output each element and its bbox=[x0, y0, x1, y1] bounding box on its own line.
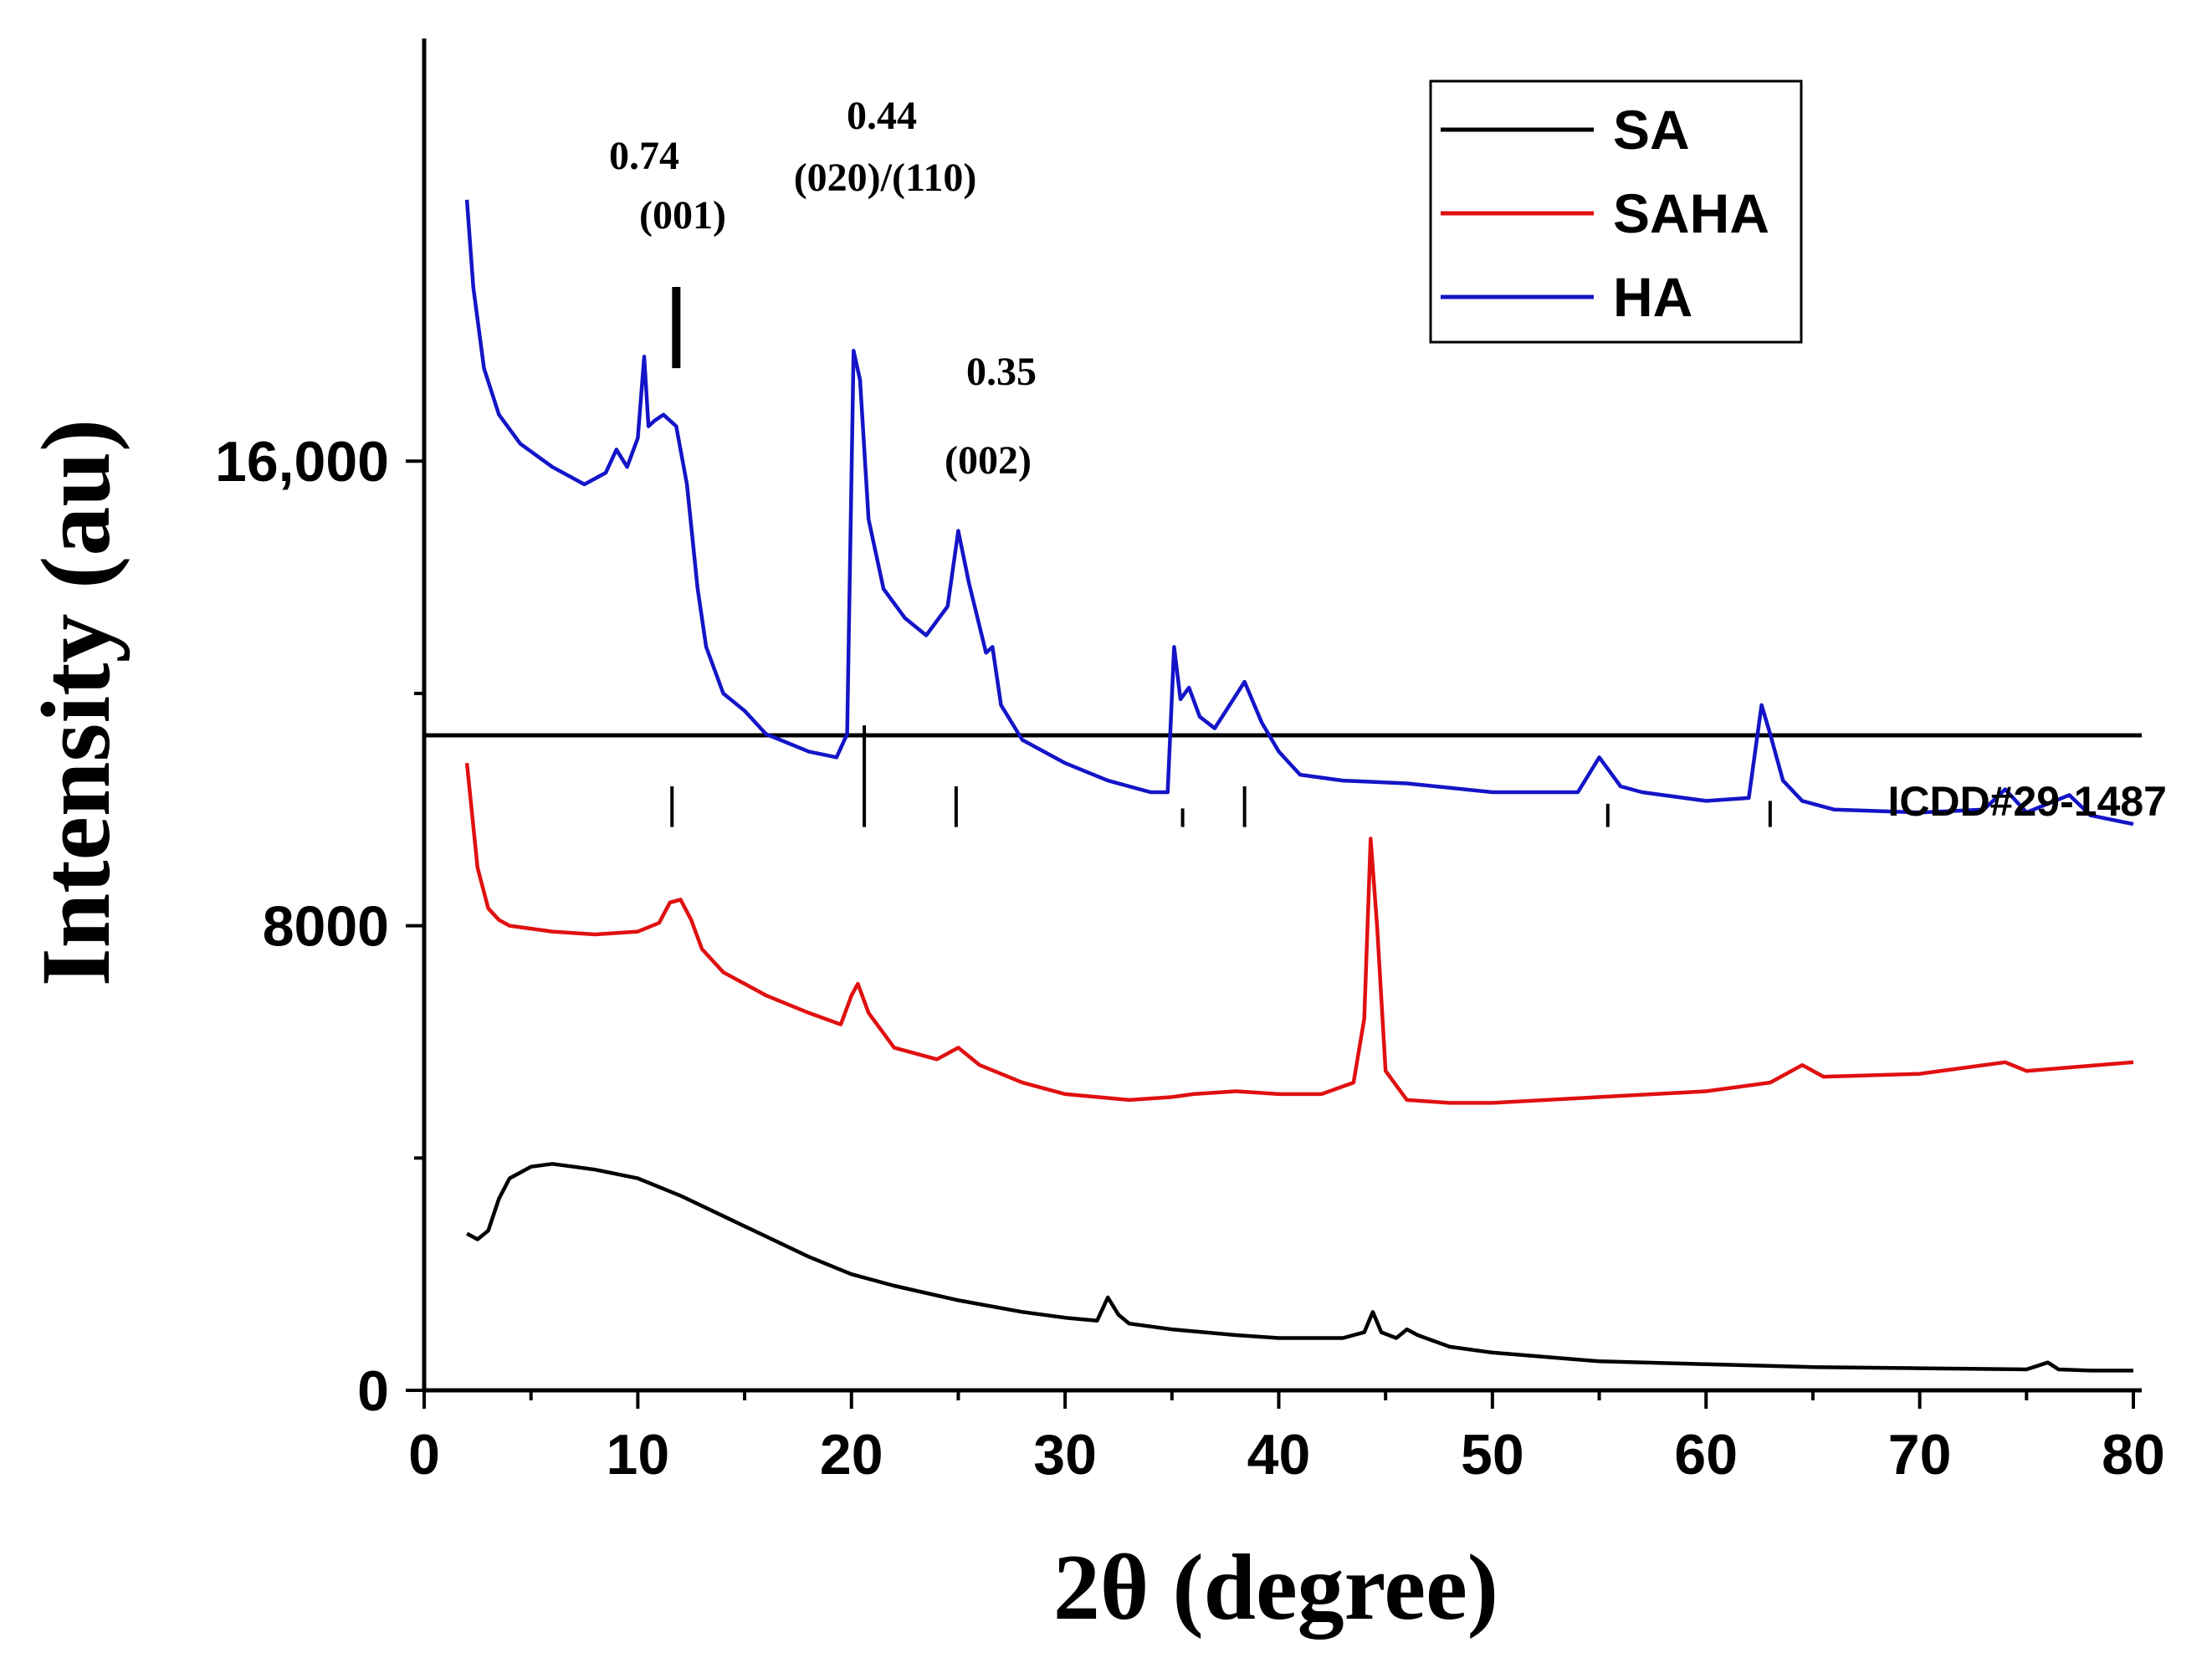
series-ha bbox=[464, 199, 2134, 826]
y-ticks: 0 8000 16,000 bbox=[215, 430, 424, 1423]
legend-label-ha: HA bbox=[1613, 266, 1692, 328]
reference-label: ICDD#29-1487 bbox=[1887, 778, 2167, 825]
series-sa bbox=[466, 1162, 2133, 1373]
y-axis-title: Intensity (au) bbox=[21, 419, 131, 987]
legend: SA SAHA HA bbox=[1429, 79, 1803, 344]
y-tick-label-0: 0 bbox=[357, 1359, 389, 1423]
annotation-d-spacing-1: 0.74 bbox=[609, 134, 679, 178]
legend-label-sa: SA bbox=[1613, 99, 1690, 161]
x-tick-label-0: 0 bbox=[408, 1423, 440, 1487]
x-tick-label-10: 10 bbox=[607, 1423, 670, 1487]
x-tick-label-20: 20 bbox=[820, 1423, 883, 1487]
x-axis-title: 2θ (degree) bbox=[1053, 1536, 1498, 1640]
legend-label-saha: SAHA bbox=[1613, 182, 1769, 244]
reference-lines bbox=[670, 725, 1772, 827]
series-group bbox=[464, 199, 2134, 1373]
series-saha bbox=[464, 762, 2134, 1105]
annotation-miller-3: (002) bbox=[945, 438, 1032, 483]
x-tick-label-60: 60 bbox=[1674, 1423, 1738, 1487]
y-tick-label-8000: 8000 bbox=[263, 895, 389, 959]
annotation-miller-2: (020)/(110) bbox=[794, 156, 977, 200]
annotation-miller-1: (001) bbox=[639, 193, 726, 238]
annotation-d-spacing-2: 0.44 bbox=[847, 94, 917, 138]
x-tick-label-80: 80 bbox=[2102, 1423, 2165, 1487]
x-ticks: 0 10 20 30 40 50 60 70 80 bbox=[408, 1390, 2165, 1487]
x-tick-label-50: 50 bbox=[1461, 1423, 1524, 1487]
y-tick-label-16000: 16,000 bbox=[215, 430, 389, 494]
x-tick-label-30: 30 bbox=[1033, 1423, 1097, 1487]
x-tick-label-70: 70 bbox=[1888, 1423, 1952, 1487]
annotation-d-spacing-3: 0.35 bbox=[966, 350, 1037, 394]
x-tick-label-40: 40 bbox=[1247, 1423, 1311, 1487]
